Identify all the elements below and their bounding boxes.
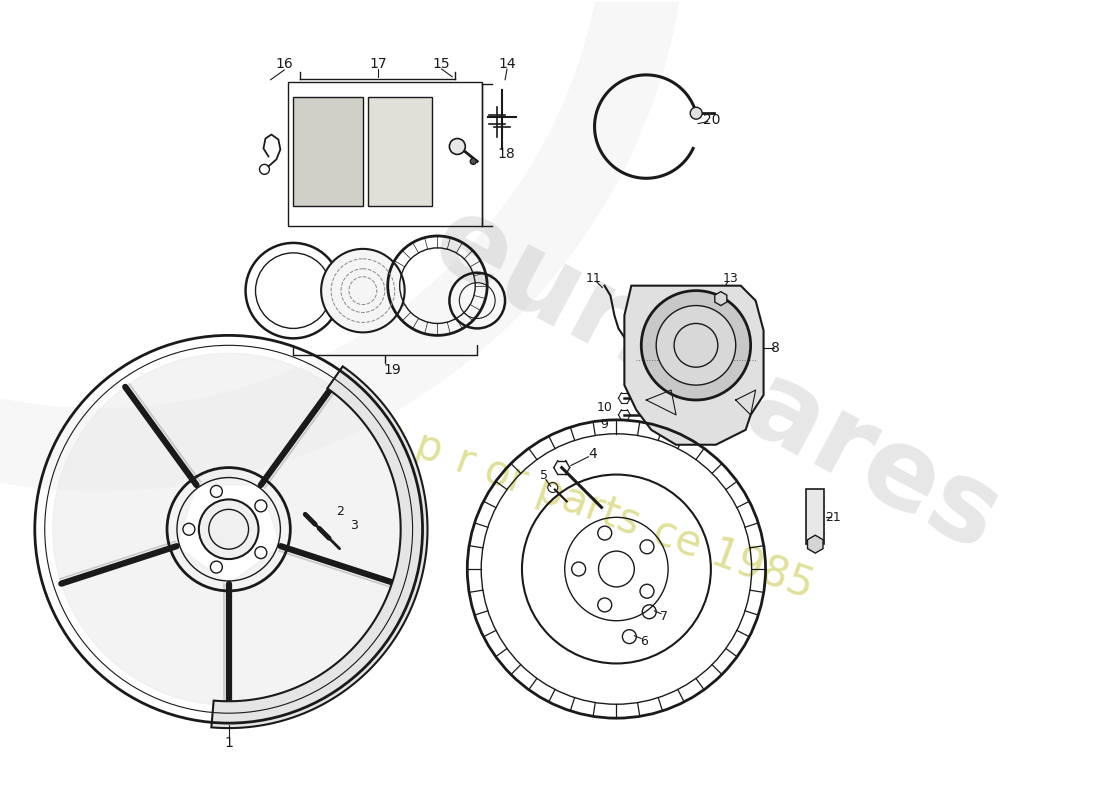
Circle shape — [641, 290, 750, 400]
Text: 17: 17 — [368, 57, 386, 71]
Text: 10: 10 — [596, 402, 613, 414]
Bar — [806, 490, 824, 544]
Circle shape — [471, 158, 476, 164]
Circle shape — [657, 306, 736, 385]
Polygon shape — [125, 354, 332, 485]
Polygon shape — [261, 387, 405, 584]
Text: 20: 20 — [703, 113, 720, 126]
Text: 21: 21 — [825, 511, 842, 524]
Text: 19: 19 — [384, 363, 402, 377]
Bar — [367, 97, 432, 206]
Text: eurspares: eurspares — [414, 186, 1018, 574]
Polygon shape — [53, 387, 197, 584]
Text: 16: 16 — [275, 57, 294, 71]
Text: a p  r or parts  ce 1985: a p r or parts ce 1985 — [373, 411, 820, 608]
Text: 8: 8 — [771, 342, 780, 355]
Text: 11: 11 — [585, 272, 602, 286]
Circle shape — [321, 249, 405, 332]
Text: 18: 18 — [497, 147, 515, 162]
Text: 6: 6 — [640, 635, 648, 648]
Text: 3: 3 — [350, 518, 358, 532]
Polygon shape — [715, 292, 727, 306]
Text: 9: 9 — [601, 418, 608, 431]
Text: 14: 14 — [498, 57, 516, 71]
Text: 12: 12 — [733, 329, 749, 342]
Circle shape — [690, 107, 702, 119]
Bar — [288, 82, 482, 226]
Polygon shape — [229, 546, 396, 706]
Polygon shape — [62, 546, 229, 706]
Polygon shape — [625, 286, 763, 445]
Text: 13: 13 — [723, 272, 738, 286]
Circle shape — [716, 334, 726, 343]
Circle shape — [199, 499, 258, 559]
Text: 5: 5 — [540, 469, 548, 482]
Text: 2: 2 — [337, 505, 344, 518]
Text: 15: 15 — [432, 57, 450, 71]
Polygon shape — [211, 366, 428, 728]
Text: 7: 7 — [660, 610, 668, 623]
Text: 4: 4 — [588, 446, 597, 461]
Circle shape — [450, 138, 465, 154]
Bar — [294, 97, 363, 206]
Polygon shape — [807, 535, 823, 553]
Text: 1: 1 — [224, 736, 233, 750]
